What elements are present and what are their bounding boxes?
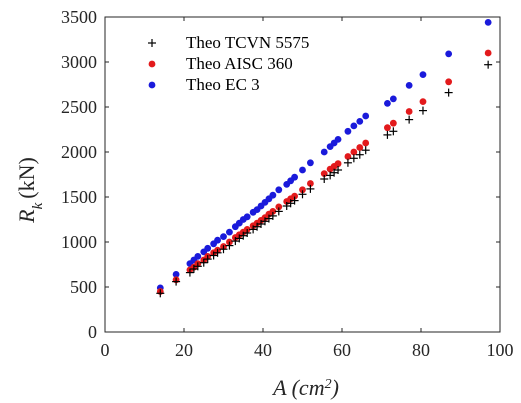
data-point — [269, 191, 277, 199]
data-point — [356, 118, 364, 125]
data-point — [334, 136, 342, 143]
data-point — [193, 262, 202, 271]
data-point — [320, 175, 329, 183]
data-point — [362, 139, 370, 147]
data-point — [298, 190, 307, 199]
data-point — [405, 82, 413, 89]
y-tick-label: 1000 — [61, 232, 97, 252]
x-axis-title: A (cm2) — [271, 375, 339, 400]
data-point — [243, 213, 251, 221]
data-point — [384, 100, 391, 107]
data-point — [204, 244, 212, 252]
data-point — [299, 186, 306, 194]
data-point — [389, 95, 397, 103]
data-point — [274, 207, 283, 216]
data-point — [172, 271, 180, 278]
legend-marker — [148, 81, 156, 89]
legend: Theo TCVN 5575 Theo AISC 360 Theo EC 3 — [148, 33, 309, 94]
data-point — [334, 160, 342, 168]
legend-label: Theo EC 3 — [186, 75, 260, 94]
data-point — [185, 268, 194, 277]
x-tick-label: 0 — [101, 340, 110, 360]
data-point — [343, 158, 352, 167]
data-point — [213, 248, 222, 257]
data-point — [320, 170, 328, 178]
data-point — [219, 245, 228, 254]
y-tick-label: 2000 — [61, 142, 97, 162]
svg-text:Rk(kN): Rk(kN) — [14, 157, 46, 224]
legend-label: Theo AISC 360 — [186, 54, 293, 73]
data-point — [290, 196, 299, 205]
series-2 — [156, 19, 492, 292]
y-axis-title: Rk(kN) — [14, 157, 46, 224]
data-point — [344, 127, 352, 135]
data-point — [307, 180, 314, 187]
data-point — [383, 130, 392, 139]
series-0 — [156, 60, 493, 298]
data-point — [291, 192, 298, 200]
data-point — [172, 277, 181, 286]
y-tick-label: 1500 — [61, 187, 97, 207]
legend-marker — [148, 60, 156, 68]
data-point — [194, 253, 202, 260]
x-tick-label: 80 — [412, 340, 430, 360]
data-point — [355, 150, 364, 159]
y-tick-label: 3500 — [61, 7, 97, 27]
data-point — [225, 241, 234, 250]
plot-area-box — [104, 16, 501, 333]
x-tick-label: 100 — [487, 340, 514, 360]
data-point — [349, 154, 358, 163]
data-point — [275, 203, 283, 211]
plot-frame — [104, 16, 501, 333]
data-point — [362, 112, 370, 120]
data-point — [243, 229, 252, 237]
data-point — [389, 127, 398, 136]
y-tick-label: 3000 — [61, 52, 97, 72]
data-points — [156, 19, 493, 298]
data-point — [199, 258, 208, 267]
data-point — [307, 159, 314, 167]
data-point — [334, 166, 343, 174]
y-tick-label: 0 — [88, 322, 97, 342]
data-point — [269, 208, 277, 215]
data-point — [384, 124, 391, 132]
data-point — [405, 115, 414, 124]
data-point — [275, 186, 283, 194]
data-point — [344, 153, 352, 160]
data-point — [306, 184, 315, 193]
data-point — [350, 122, 358, 130]
y-tick-label: 500 — [70, 277, 97, 297]
legend-marker — [148, 39, 156, 47]
legend-label: Theo TCVN 5575 — [186, 33, 309, 52]
data-point — [444, 88, 453, 97]
data-point — [361, 146, 370, 155]
data-point — [299, 166, 306, 174]
data-point — [484, 49, 492, 57]
x-tick-label: 60 — [333, 340, 351, 360]
data-point — [268, 211, 277, 220]
x-tick-label: 40 — [254, 340, 272, 360]
data-point — [320, 148, 328, 156]
data-point — [291, 173, 298, 181]
x-tick-label: 20 — [175, 340, 193, 360]
data-point — [445, 50, 453, 58]
data-point — [418, 106, 427, 115]
data-point — [419, 71, 427, 78]
data-point — [389, 119, 397, 127]
data-point — [419, 98, 427, 105]
data-point — [445, 78, 453, 86]
data-point — [203, 255, 212, 264]
data-point — [156, 289, 165, 298]
data-point — [350, 148, 358, 156]
data-point — [356, 144, 364, 151]
data-point — [226, 228, 233, 236]
data-point — [214, 236, 221, 244]
data-point — [220, 233, 227, 241]
data-point — [484, 60, 493, 69]
data-point — [405, 108, 413, 115]
y-tick-label: 2500 — [61, 97, 97, 117]
data-point — [484, 19, 492, 26]
